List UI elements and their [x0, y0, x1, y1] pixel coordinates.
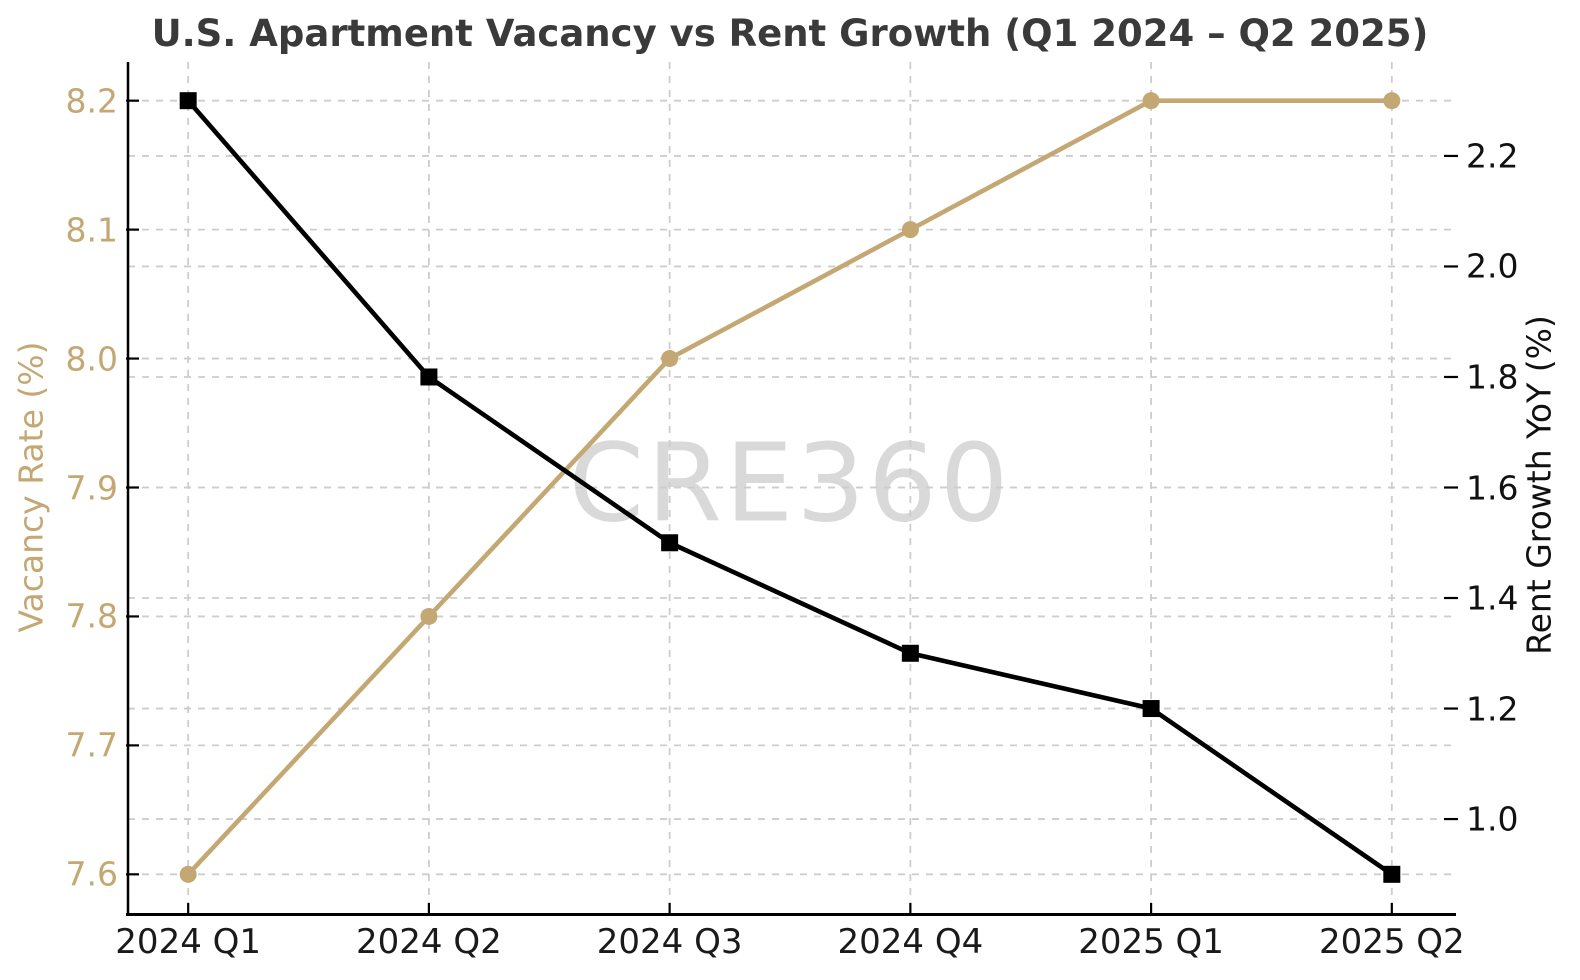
x-axis-tick-label: 2025 Q1 — [1078, 922, 1224, 962]
rent-growth-point-marker — [179, 92, 197, 110]
rent-growth-point-marker — [661, 534, 679, 552]
left-axis-tick-label: 7.9 — [65, 468, 118, 507]
left-axis-tick-label: 8.2 — [65, 81, 118, 121]
left-axis-tick-label: 7.7 — [65, 725, 118, 765]
vacancy-point-marker — [179, 865, 197, 883]
vacancy-point-marker — [1142, 92, 1160, 110]
rent-growth-point-marker — [1142, 700, 1160, 718]
left-axis-tick-label: 7.6 — [65, 854, 118, 894]
left-axis-tick-label: 8.1 — [65, 210, 118, 250]
x-axis-tick-label: 2025 Q2 — [1318, 922, 1465, 962]
x-axis-tick-label: 2024 Q4 — [837, 922, 984, 962]
right-axis-tick-label: 2.0 — [1466, 246, 1519, 286]
vacancy-line — [185, 98, 1395, 877]
x-axis-tick-label: 2024 Q2 — [356, 922, 502, 962]
vacancy-point-marker — [420, 607, 438, 625]
left-axis-tick-label: 8.0 — [65, 339, 118, 379]
right-axis-tick-label: 1.2 — [1466, 689, 1519, 729]
right-axis-tick-label: 1.6 — [1466, 468, 1519, 507]
rent-growth-point-marker — [901, 644, 919, 662]
vacancy-point-marker — [661, 350, 679, 368]
x-axis-tick-label: 2024 Q3 — [596, 922, 743, 962]
chart-title: U.S. Apartment Vacancy vs Rent Growth (Q… — [151, 12, 1429, 55]
x-axis-tick-label: 2024 Q1 — [115, 922, 262, 962]
right-axis-tick-label: 1.8 — [1466, 357, 1519, 397]
rent-growth-line — [185, 98, 1395, 877]
rent-growth-point-marker — [1383, 865, 1401, 883]
vacancy-point-marker — [901, 221, 919, 239]
right-axis-tick-label: 1.0 — [1466, 799, 1519, 839]
vacancy-point-marker — [1383, 92, 1401, 110]
right-axis-tick-label: 2.2 — [1466, 136, 1519, 176]
left-axis-tick-label: 7.8 — [65, 596, 118, 636]
right-axis-tick-label: 1.4 — [1466, 578, 1519, 618]
rent-growth-point-marker — [420, 368, 438, 386]
